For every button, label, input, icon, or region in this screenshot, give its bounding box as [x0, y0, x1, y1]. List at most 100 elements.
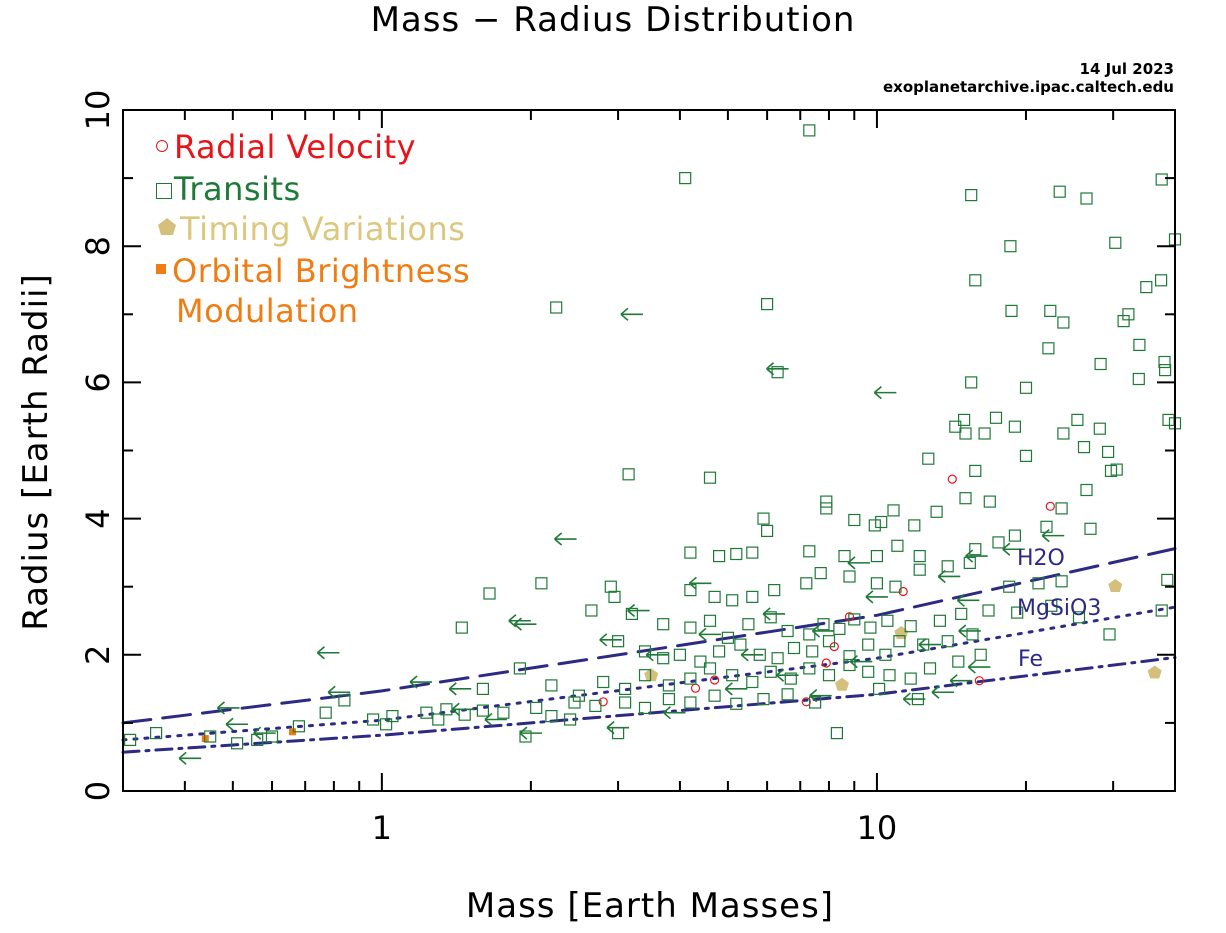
transit-point — [1158, 355, 1171, 369]
arrow-shape — [902, 692, 926, 706]
transit-point — [764, 665, 777, 678]
curve-h2o — [121, 547, 1177, 725]
transit-upper-limit-arrow — [958, 624, 981, 638]
transit-upper-limit-arrow — [931, 685, 955, 699]
y-tick-label: 8 — [79, 236, 117, 256]
transit-point — [730, 697, 743, 710]
timing-variation-point — [644, 668, 659, 682]
transit-point — [458, 708, 471, 721]
transit-point — [694, 655, 707, 668]
arrow-shape — [965, 549, 988, 563]
transit-point — [545, 709, 558, 723]
transit-point — [923, 662, 937, 675]
transit-point — [684, 672, 697, 685]
transit-point — [734, 638, 747, 651]
arrow-shape — [225, 717, 249, 731]
transit-upper-limit-arrow — [902, 692, 926, 706]
transit-point — [1045, 599, 1058, 612]
transit-point — [204, 730, 217, 743]
transit-point — [881, 614, 894, 627]
circle-marker-icon — [156, 140, 168, 152]
transit-upper-limit-arrow — [178, 751, 202, 765]
transit-point — [764, 611, 777, 624]
transit-point — [703, 614, 717, 627]
legend-orbital-brightness: Orbital Brightness — [156, 252, 470, 290]
y-tick-label: 6 — [79, 372, 117, 392]
transit-point — [625, 607, 639, 621]
transit-point — [868, 519, 881, 532]
transit-point — [611, 726, 625, 740]
transit-point — [1084, 522, 1097, 535]
label-fe: Fe — [1018, 647, 1043, 672]
transit-point — [1161, 573, 1174, 587]
arrow-shape — [688, 576, 712, 590]
transit-point — [800, 577, 813, 590]
arrow-shape — [216, 701, 240, 715]
transit-point — [862, 638, 875, 651]
transit-point — [822, 669, 836, 682]
transit-point — [380, 718, 393, 731]
transit-point — [563, 713, 577, 726]
transit-point — [760, 524, 774, 538]
transit-upper-limit-arrow — [409, 675, 433, 689]
transit-point — [879, 648, 892, 661]
transit-point — [638, 701, 652, 715]
transit-point — [806, 645, 819, 658]
transit-point — [545, 679, 558, 692]
transit-point — [420, 706, 433, 719]
transit-point — [760, 298, 774, 311]
arrow-shape — [847, 556, 871, 570]
arrow-shape — [178, 751, 202, 765]
legend-radial-velocity: Radial Velocity — [156, 128, 416, 166]
transit-point — [746, 675, 759, 689]
arrow-shape — [724, 682, 748, 696]
transit-upper-limit-arrow — [965, 549, 988, 563]
credit-date: 14 Jul 2023 — [1079, 60, 1174, 78]
transit-point — [1057, 427, 1070, 440]
transit-point — [978, 427, 991, 440]
transit-point — [830, 726, 844, 740]
curve-mgsio3 — [121, 605, 1177, 742]
y-tick-label: 10 — [79, 90, 117, 131]
transit-point — [870, 549, 884, 563]
arrow-shape — [627, 603, 650, 618]
radial-velocity-point — [947, 474, 957, 484]
transit-point — [585, 604, 598, 617]
transit-point — [476, 704, 489, 717]
transit-point — [440, 703, 453, 716]
transit-point — [820, 502, 833, 515]
transit-point — [887, 504, 900, 517]
transit-point — [757, 512, 770, 525]
transit-point — [889, 580, 902, 593]
transit-point — [1019, 449, 1033, 462]
transit-point — [1155, 173, 1168, 186]
arrow-shape — [1041, 529, 1065, 543]
transit-point — [1077, 441, 1091, 454]
transit-point — [703, 662, 717, 675]
transit-point — [820, 495, 833, 508]
transit-point — [784, 672, 797, 685]
transit-upper-limit-arrow — [662, 706, 686, 720]
transit-point — [911, 692, 925, 706]
orbital-brightness-point — [201, 735, 209, 743]
transit-point — [843, 650, 856, 663]
arrow-shape — [958, 624, 981, 638]
transit-point — [803, 628, 816, 641]
arrow-shape — [740, 648, 764, 662]
transit-point — [969, 274, 982, 287]
transit-point — [684, 546, 697, 559]
arrow-shape — [873, 386, 897, 400]
transit-point — [913, 549, 926, 563]
transit-point — [1154, 274, 1168, 287]
transit-point — [708, 590, 721, 604]
curve-fe — [121, 656, 1177, 754]
transit-point — [572, 689, 586, 702]
transit-point — [1110, 463, 1123, 476]
radial-velocity-point — [844, 612, 855, 622]
transit-point — [969, 543, 982, 556]
radial-velocity-point — [690, 683, 701, 693]
transit-point — [513, 662, 527, 675]
transit-point — [949, 420, 962, 433]
transit-point — [757, 692, 770, 706]
